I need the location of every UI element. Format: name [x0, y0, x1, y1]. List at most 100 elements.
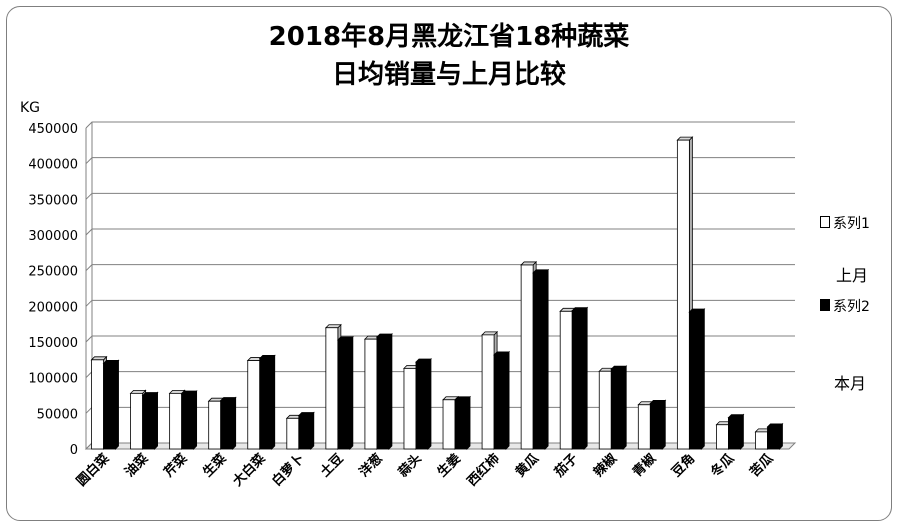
bar-series2	[571, 306, 589, 450]
bar-front	[91, 359, 104, 450]
bars	[90, 136, 784, 450]
bar-front	[716, 424, 729, 450]
bar-side	[505, 350, 510, 450]
x-tick-label: 茄子	[551, 451, 581, 481]
bar-front	[454, 399, 468, 450]
bar-series2	[610, 365, 628, 450]
bar-series2	[493, 350, 511, 450]
bar-top	[532, 269, 550, 274]
bar-side	[154, 391, 158, 450]
bar-top	[141, 392, 159, 396]
x-tick-label: 芹菜	[161, 451, 191, 481]
bar-front	[325, 327, 339, 450]
bar-front	[337, 339, 351, 450]
bar-top	[90, 356, 108, 361]
y-tick-label: 350000	[28, 193, 78, 208]
x-tick-label: 生菜	[200, 451, 230, 481]
bar-top	[493, 351, 511, 356]
bar-front	[220, 400, 234, 450]
x-tick-label: 西红柿	[464, 451, 503, 490]
bar-front	[676, 139, 690, 450]
bar-series2	[727, 413, 745, 450]
x-tick-label: 油菜	[122, 451, 152, 481]
bar-top	[415, 358, 432, 363]
bar-front	[130, 392, 143, 450]
bar-front	[247, 360, 261, 450]
bar-top	[219, 397, 237, 401]
annotation-last-month: 上月	[836, 266, 869, 285]
bar-side	[661, 399, 666, 450]
bar-front	[286, 417, 300, 450]
chart-title-line2: 日均销量与上月比较	[331, 60, 566, 90]
bar-series2	[532, 268, 550, 450]
bar-series2	[102, 359, 120, 450]
bar-front	[559, 310, 573, 450]
bar-side	[427, 358, 432, 450]
legend-swatch-series1	[820, 216, 830, 228]
y-tick-label: 300000	[28, 229, 78, 244]
x-tick-label: 圆白菜	[73, 451, 112, 490]
bar-top	[375, 333, 393, 338]
bar-top	[180, 390, 198, 395]
bar-front	[298, 415, 312, 450]
x-tick-label: 豆角	[668, 451, 698, 481]
bar-series2	[375, 333, 393, 450]
annotation-this-month: 本月	[834, 374, 867, 393]
chart-title-line1: 2018年8月黑龙江省18种蔬菜	[268, 22, 630, 52]
bar-top	[727, 414, 745, 419]
x-tick-label: 黄瓜	[512, 451, 542, 481]
bar-front	[376, 336, 390, 450]
y-tick-label: 200000	[28, 300, 78, 315]
bar-front	[364, 338, 378, 450]
bar-top	[454, 396, 471, 401]
bar-side	[310, 411, 315, 450]
bar-front	[181, 393, 195, 450]
bar-side	[622, 365, 627, 450]
gridline	[85, 157, 795, 165]
bar-front	[415, 361, 429, 450]
y-tick-label: 450000	[28, 122, 78, 137]
bar-front	[532, 272, 546, 450]
bar-front	[520, 264, 534, 450]
y-tick-label: 50000	[37, 407, 78, 422]
x-tick-label: 青椒	[629, 451, 659, 481]
bar-series2	[180, 390, 198, 450]
bar-front	[571, 310, 585, 450]
bar-side	[271, 354, 276, 450]
bar-front	[208, 400, 222, 450]
bar-top	[481, 331, 499, 336]
bar-side	[115, 359, 119, 450]
bar-front	[649, 402, 663, 450]
bar-front	[767, 426, 780, 450]
x-tick-label: 洋葱	[356, 451, 386, 481]
y-axis: 0 50000 100000 150000 200000 250000 300000 3500…	[28, 122, 87, 458]
bar-side	[388, 333, 393, 450]
bar-front	[637, 404, 651, 450]
bar-front	[259, 358, 273, 450]
y-tick-label: 250000	[28, 265, 78, 280]
bar-series2	[219, 396, 237, 450]
x-tick-label: 蒜头	[395, 451, 425, 481]
gridline	[85, 264, 795, 272]
y-tick-label: 400000	[28, 158, 78, 173]
bar-front	[403, 367, 417, 450]
bar-top	[336, 336, 354, 341]
bar-front	[610, 368, 624, 450]
bar-top	[676, 136, 694, 141]
bar-side	[193, 390, 198, 450]
x-tick-label: 冬瓜	[708, 451, 738, 481]
bar-series2	[688, 308, 706, 450]
bar-series2	[454, 395, 471, 450]
bar-series2	[649, 399, 667, 450]
bar-series2	[766, 422, 784, 450]
bar-side	[740, 413, 744, 450]
bar-series2	[415, 358, 432, 450]
bar-side	[544, 268, 549, 450]
bar-front	[481, 334, 495, 450]
x-tick-label: 辣椒	[590, 451, 620, 481]
bar-side	[232, 396, 237, 450]
bar-front	[493, 354, 507, 450]
x-tick-label: 大白菜	[230, 451, 269, 490]
y-axis-unit: KG	[20, 100, 41, 116]
